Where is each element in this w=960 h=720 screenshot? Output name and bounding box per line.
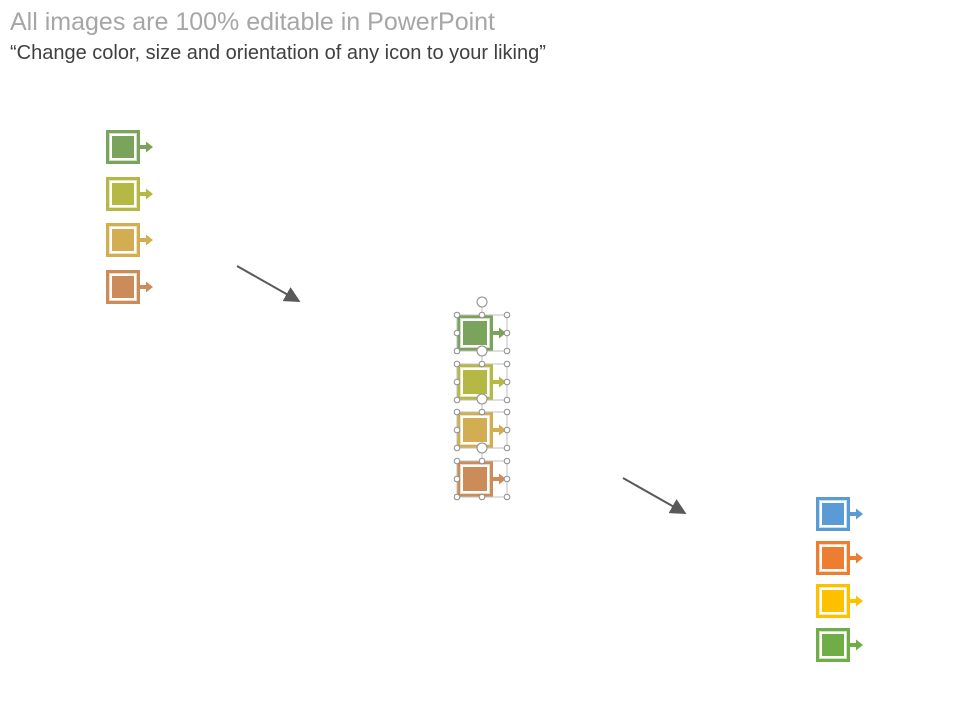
square-arrow-icon [816,584,864,618]
arrow-right-icon [493,327,506,339]
square-arrow-icon [106,223,154,257]
square-arrow-icon [816,540,864,575]
icon-fill [461,319,489,347]
arrow-right-icon [493,424,506,436]
icon-fill [110,180,136,207]
arrow-right-icon [140,141,153,153]
square-arrow-icon [106,176,154,211]
square-arrow-icon [816,497,864,531]
square-arrow-icon[interactable] [457,412,507,448]
selection-handles[interactable] [452,391,512,457]
icon-fill [110,134,136,160]
icon-fill [820,588,846,614]
square-arrow-icon[interactable] [457,460,507,497]
arrow-right-icon [140,188,153,199]
arrow-right-icon [140,234,153,246]
arrow-right-icon [140,281,153,292]
square-arrow-icon [816,627,864,662]
arrow-right-icon [493,473,506,484]
step-arrow-icon-1 [236,265,301,302]
square-arrow-icon[interactable] [457,315,507,351]
icon-fill [461,416,489,444]
square-arrow-icon [106,130,154,164]
icon-fill [820,544,846,571]
arrow-right-icon [493,376,506,387]
selection-handles[interactable] [452,343,512,409]
arrow-right-icon [850,552,863,563]
icon-fill [461,464,489,493]
page-title: All images are 100% editable in PowerPoi… [10,8,495,36]
arrow-right-icon [850,595,863,607]
icon-fill [820,501,846,527]
arrow-right-icon [850,508,863,520]
step-arrow-icon-2 [622,477,687,514]
square-arrow-icon [106,269,154,304]
icon-fill [110,227,136,253]
icon-fill [110,273,136,300]
selection-handles[interactable] [452,440,512,506]
icon-fill [820,631,846,658]
icon-fill [461,367,489,396]
page-subtitle: “Change color, size and orientation of a… [10,42,546,64]
arrow-right-icon [850,639,863,650]
